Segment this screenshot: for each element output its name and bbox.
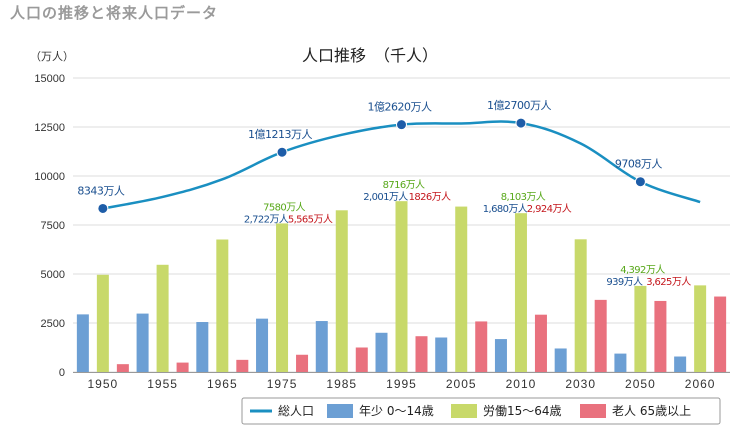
x-tick-label: 1995 [386,377,417,391]
x-tick-label: 2050 [625,377,656,391]
bar-working [455,206,468,372]
bar-working [514,213,527,372]
bar-working [395,201,408,372]
x-axis: 1950 1955 1965 1975 1985 1995 2005 2010 2030 2050… [73,372,730,391]
y-axis-ticks: 0 2500 5000 7500 10000 12500 15000 [34,73,65,379]
bar-young [554,348,567,372]
elderly-annotation: 1826万人 [409,191,451,203]
bar-working [694,285,707,372]
working-age-annotation: 4,392万人 [620,264,665,276]
bar-young [674,356,687,372]
bar-elderly [654,300,667,372]
bar-elderly [534,314,547,372]
total-population-line [97,117,701,214]
elderly-annotation: 2,924万人 [527,203,572,215]
line-point-annotation: 8343万人 [77,184,124,197]
bar-working [96,274,109,372]
bar-elderly [176,362,189,372]
page-header-title: 人口の推移と将来人口データ [10,4,219,22]
bar-working [634,285,647,372]
x-tick-label: 1950 [88,377,119,391]
young-annotation: 1,680万人 [483,203,528,215]
y-axis-label: （万人） [30,50,74,63]
x-tick-label: 1985 [326,377,357,391]
elderly-annotation: 5,565万人 [288,213,333,225]
line-point-marker [634,176,646,188]
y-tick-label: 10000 [34,171,65,183]
bar-young [315,321,328,372]
working-age-annotation: 7580万人 [263,201,305,213]
bar-working [216,239,229,372]
y-tick-label: 15000 [34,73,65,85]
legend-young-label: 年少 0〜14歳 [359,404,434,418]
line-point-annotation: 1億2620万人 [368,101,432,114]
line-point-marker [97,202,109,214]
y-tick-label: 7500 [41,220,65,232]
bar-young [256,318,269,372]
y-tick-label: 0 [59,367,65,379]
line-point-annotation: 9708万人 [615,158,662,171]
bar-young [375,332,388,372]
line-point-annotation: 1億1213万人 [248,128,312,141]
bar-elderly [594,299,607,372]
x-tick-label: 1965 [207,377,238,391]
line-point-annotation: 1億2700万人 [487,99,551,112]
legend-elderly-label: 老人 65歳以上 [612,404,691,418]
legend: 総人口 年少 0〜14歳 労働15〜64歳 老人 65歳以上 [241,397,721,425]
bar-young [435,337,448,372]
legend-working-swatch [451,404,477,418]
chart-title: 人口推移 （千人） [302,46,438,65]
working-age-annotation: 8716万人 [383,179,425,191]
young-annotation: 939万人 [606,276,643,288]
young-annotation: 2,001万人 [363,191,408,203]
bar-elderly [236,359,249,372]
x-tick-label: 1955 [147,377,178,391]
bar-working [574,239,587,372]
bar-elderly [415,336,428,372]
legend-elderly-swatch [580,404,606,418]
bar-young [614,353,627,372]
legend-total-label: 総人口 [278,404,314,418]
bar-working [156,264,169,372]
bar-elderly [475,321,488,372]
y-tick-label: 12500 [34,122,65,134]
line-point-marker [276,146,288,158]
elderly-annotation: 3,625万人 [646,276,691,288]
bar-young [136,313,149,372]
bar-elderly [116,364,129,372]
x-tick-label: 2010 [506,377,537,391]
legend-working-label: 労働15〜64歳 [483,404,562,418]
bar-elderly [355,347,368,372]
line-point-marker [396,119,407,131]
working-age-annotation: 8,103万人 [501,191,546,203]
x-tick-label: 2030 [565,377,596,391]
bar-elderly [296,354,309,372]
bar-elderly [714,296,727,372]
bar-young [494,339,507,372]
line-point-marker [515,117,527,129]
x-tick-label: 2060 [685,377,716,391]
bars-group [76,201,727,372]
bar-working [276,223,289,372]
y-tick-label: 2500 [41,318,65,330]
bar-young [196,322,209,372]
young-annotation: 2,722万人 [244,213,289,225]
x-tick-label: 1975 [267,377,298,391]
y-tick-label: 5000 [41,269,65,281]
x-tick-label: 2005 [446,377,477,391]
legend-young-swatch [327,404,353,418]
bar-young [76,314,89,372]
bar-working [335,210,348,372]
annotations-group: 8343万人 1億1213万人 1億2620万人 1億2700万人 9708万人 7580… [77,99,691,288]
